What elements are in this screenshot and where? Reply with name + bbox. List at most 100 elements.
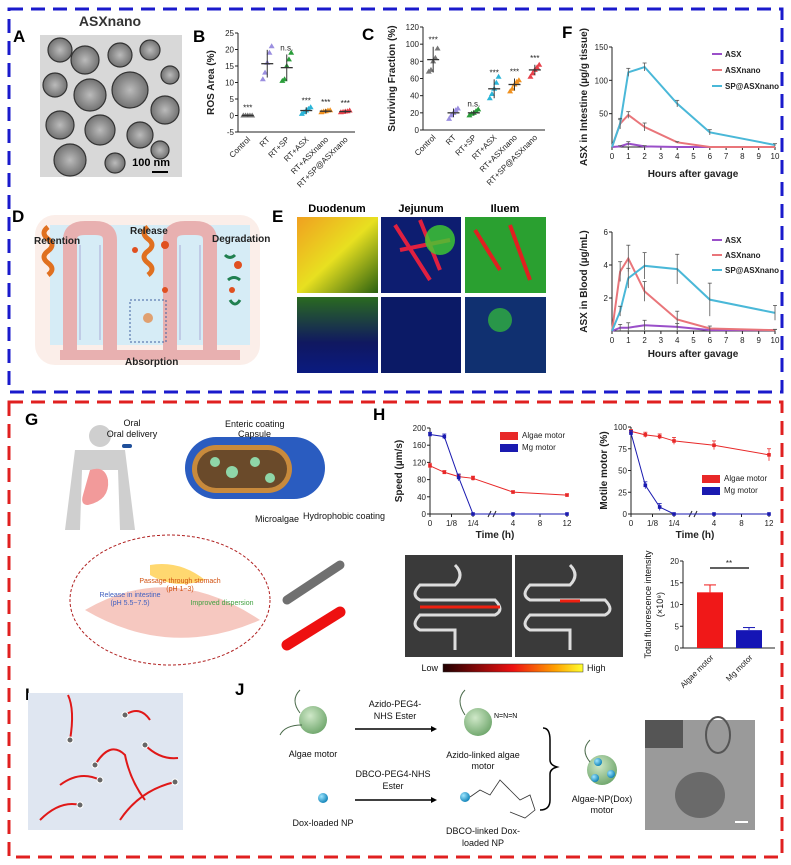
y-tick-label: 40 (417, 493, 426, 502)
fluorescence-micrographs: Duodenum Jejunum Iluem (297, 203, 546, 373)
y-axis-label: Surviving Fraction (%) (387, 25, 398, 131)
data-point (448, 112, 455, 118)
data-point (454, 105, 461, 111)
data-point (657, 505, 662, 509)
azido-algae-icon (464, 708, 492, 736)
x-tick-label: 10 (771, 152, 780, 161)
column-jejunum: Jejunum (398, 203, 443, 215)
x-tick-label: 4 (511, 519, 516, 528)
x-axis-label: Time (h) (476, 530, 515, 541)
capsule-red (281, 606, 346, 651)
y-tick-label: 150 (595, 43, 609, 52)
legend-label: SP@ASXnano (725, 82, 779, 91)
data-point (471, 476, 475, 481)
series-line (630, 432, 769, 515)
x-tick-label: 1/4 (467, 519, 479, 528)
x-tick-label: 7 (724, 152, 729, 161)
absorption-label: Absorption (125, 357, 178, 368)
retention-label: Retention (34, 236, 80, 247)
data-point (488, 90, 495, 96)
x-tick-label: 4 (712, 519, 717, 528)
data-point (536, 61, 543, 67)
capsule-gray (282, 560, 345, 605)
dox-np-icon (318, 793, 328, 803)
legend-swatch (500, 444, 518, 452)
data-point (285, 56, 292, 62)
x-tick-label: 5 (691, 152, 696, 161)
significance-label: ** (726, 559, 732, 568)
reagent-azido-label-1: Azido-PEG4- (369, 699, 422, 709)
x-tick-label: 0 (629, 519, 634, 528)
y-tick-label: 4 (604, 261, 609, 270)
nanoparticle (70, 45, 100, 75)
panel-label-b: B (193, 27, 205, 46)
x-tick-label: 4 (675, 336, 680, 345)
x-tick-label: RT (258, 135, 272, 149)
data-point (432, 54, 439, 60)
nanoparticle (104, 152, 126, 174)
oral-delivery-label: Oral delivery (107, 429, 158, 439)
data-point (629, 431, 633, 435)
data-point (511, 512, 515, 516)
data-point (262, 69, 269, 75)
bar (736, 630, 762, 648)
panel-label-e: E (272, 207, 283, 226)
data-point (767, 512, 771, 516)
x-tick-label: 5 (691, 336, 696, 345)
reagent-azido-label-2: NHS Ester (374, 711, 417, 721)
significance-label: *** (302, 96, 311, 105)
data-point (307, 104, 314, 110)
chart-H-speed: 0 40 80 120 160 200 0 1/8 1/4 4 8 12 Algae motor Mg m… (394, 424, 572, 541)
data-point (672, 439, 676, 443)
y-tick-label: 160 (413, 441, 427, 450)
y-tick-label: 0 (675, 644, 680, 653)
microalgae-label: Microalgae (255, 514, 299, 524)
scale-bar-label: 100 nm (132, 157, 170, 169)
legend-label: ASX (725, 50, 742, 59)
ivis-images: Low High (405, 555, 623, 673)
data-point (529, 70, 536, 76)
x-tick-label: 8 (538, 519, 543, 528)
significance-label: *** (341, 99, 350, 108)
x-tick-label: 8 (740, 336, 745, 345)
significance-label: n.s. (280, 43, 293, 52)
nanoparticle (53, 143, 87, 177)
x-tick-label: 6 (708, 152, 713, 161)
release-ph-label: (pH 5.5~7.5) (110, 600, 149, 607)
data-point (434, 45, 441, 51)
x-tick-label: 4 (675, 152, 680, 161)
colorbar-high: High (587, 663, 606, 673)
legend-swatch (702, 475, 720, 483)
x-axis-label: Hours after gavage (648, 349, 739, 360)
nanoparticle (150, 95, 180, 125)
dox-np-label: Dox-loaded NP (292, 818, 353, 828)
x-axis-label: Time (h) (676, 530, 715, 541)
x-tick-label: Algae motor (679, 653, 716, 690)
algae-motor-micrograph (28, 693, 183, 830)
y-tick-label: 40 (410, 92, 419, 101)
chart-F-blood: 2 4 6 0 1 2 3 4 5 6 7 8 9 10 ASX ASXnano SP@ASXnano ASX i… (579, 228, 780, 360)
x-tick-label: 7 (724, 336, 729, 345)
panel-label-f: F (562, 23, 572, 42)
x-tick-label: 12 (765, 519, 774, 528)
data-point (565, 512, 569, 516)
data-point (643, 483, 648, 488)
x-tick-label: 3 (659, 336, 664, 345)
bottom-section-border (7, 400, 784, 859)
significance-label: *** (489, 68, 498, 77)
data-point (471, 512, 475, 516)
bar (697, 592, 723, 648)
dispersion-label: Improved dispersion (190, 600, 253, 607)
significance-label: *** (510, 68, 519, 77)
y-tick-label: 20 (670, 557, 679, 566)
x-tick-label: 0 (428, 519, 433, 528)
x-tick-label: Mg motor (724, 653, 754, 683)
y-tick-label: 80 (410, 57, 419, 66)
product-label-1: Algae-NP(Dox) (572, 794, 633, 804)
data-point (475, 106, 482, 112)
chart-H-fluorescence: 0 5 10 15 20 Algae motor Mg motor ** Total fluor… (643, 550, 775, 690)
y-tick-label: 5 (230, 95, 235, 104)
y-tick-label: 5 (675, 622, 680, 631)
legend-label: Mg motor (724, 486, 758, 495)
y-axis-label: ASX in Intestine (µg/g tissue) (579, 28, 590, 166)
